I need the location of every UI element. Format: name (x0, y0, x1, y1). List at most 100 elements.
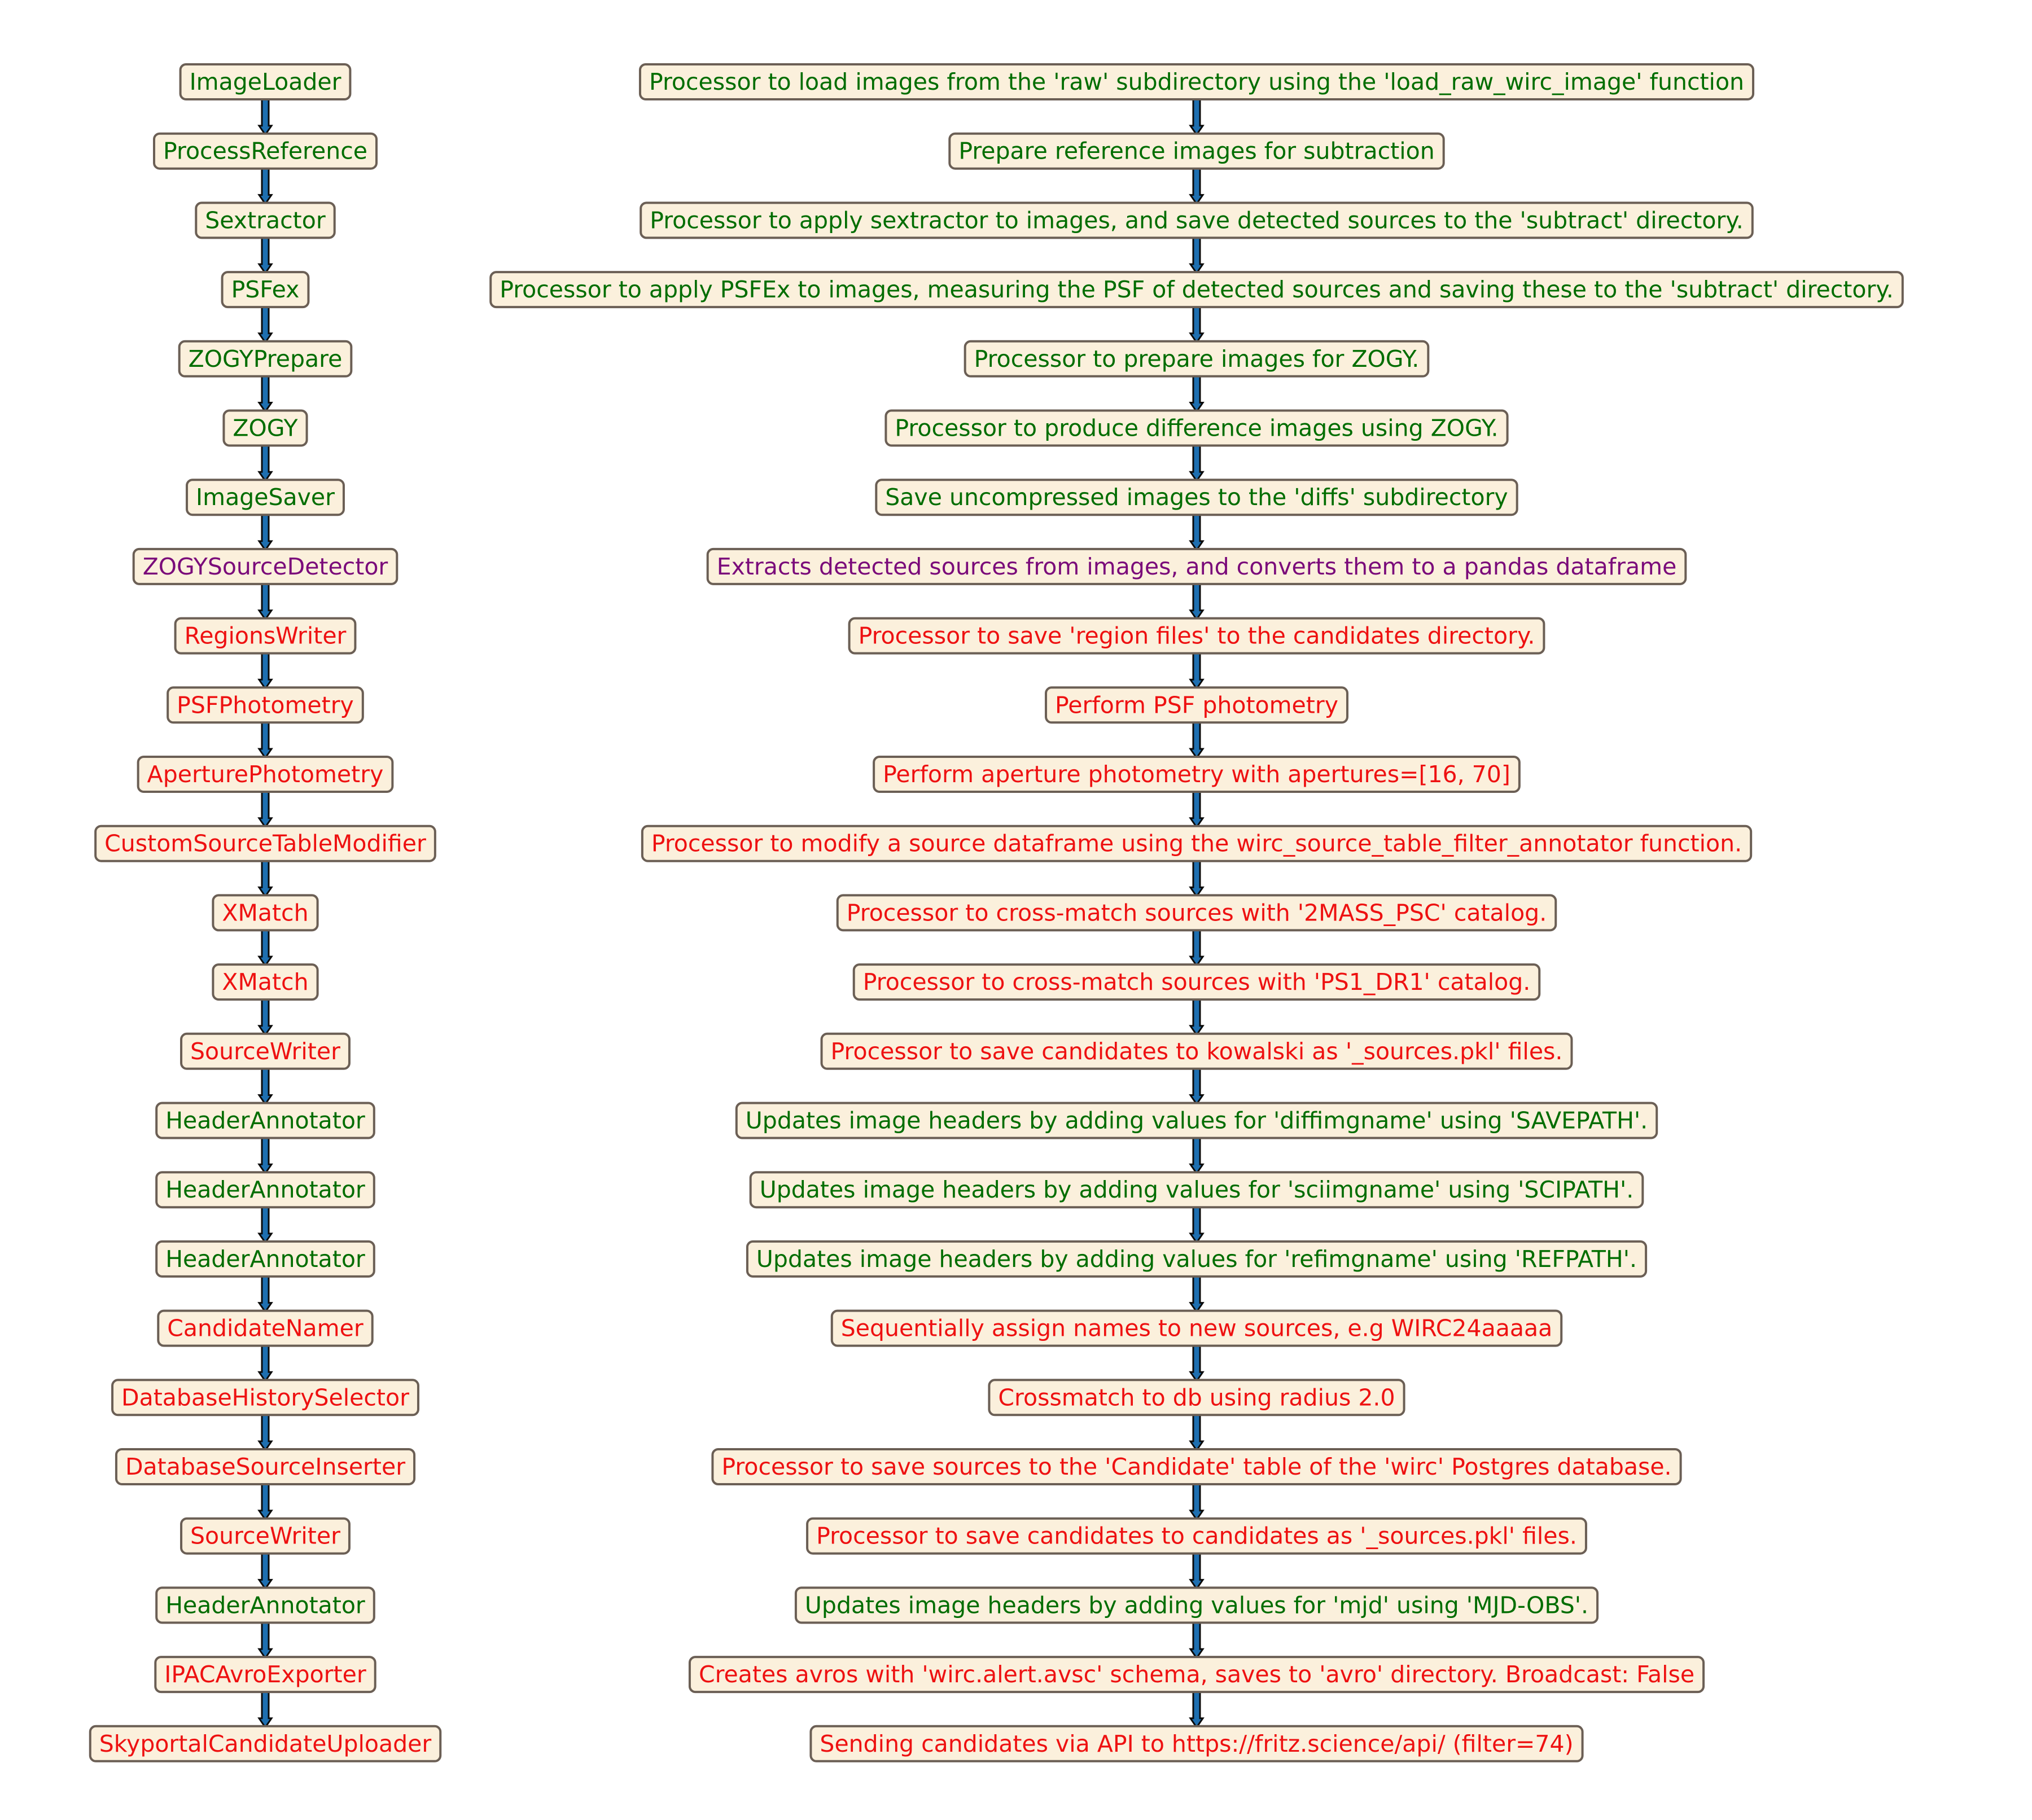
step-description-13: Processor to cross-match sources with '2… (836, 894, 1557, 932)
step-name-7-label: ImageSaver (196, 484, 335, 511)
step-description-7-label: Save uncompressed images to the 'diffs' … (885, 484, 1508, 511)
step-description-12-label: Processor to modify a source dataframe u… (651, 830, 1742, 857)
step-description-24-label: Creates avros with 'wirc.alert.avsc' sch… (699, 1661, 1694, 1688)
step-description-23: Updates image headers by adding values f… (794, 1586, 1599, 1624)
arrow-left-13 (257, 927, 273, 967)
step-name-17-box (155, 1171, 375, 1209)
arrow-left-2 (257, 165, 273, 206)
step-description-20: Crossmatch to db using radius 2.0 (988, 1379, 1405, 1416)
step-name-6-label: ZOGY (233, 415, 298, 442)
arrow-right-23 (1189, 1619, 1205, 1660)
step-name-1-label: ImageLoader (190, 68, 341, 95)
step-description-19: Sequentially assign names to new sources… (830, 1309, 1563, 1347)
step-description-20-label: Crossmatch to db using radius 2.0 (998, 1384, 1395, 1411)
step-name-23-label: HeaderAnnotator (165, 1591, 365, 1619)
step-description-5-box (964, 340, 1430, 378)
step-description-5: Processor to prepare images for ZOGY. (964, 340, 1430, 378)
step-description-1-label: Processor to load images from the 'raw' … (649, 68, 1744, 95)
step-name-19-label: CandidateNamer (167, 1315, 364, 1342)
step-description-12: Processor to modify a source dataframe u… (641, 825, 1753, 862)
step-name-25-label: SkyportalCandidateUploader (99, 1730, 432, 1757)
step-name-3: Sextractor (195, 201, 336, 239)
step-description-18-label: Updates image headers by adding values f… (756, 1246, 1637, 1273)
step-name-10-box (167, 686, 364, 724)
step-description-13-label: Processor to cross-match sources with '2… (847, 899, 1547, 926)
step-description-7: Save uncompressed images to the 'diffs' … (875, 479, 1518, 516)
step-description-24-box (688, 1656, 1705, 1694)
step-name-24-box (154, 1656, 376, 1694)
step-description-6: Processor to produce difference images u… (884, 409, 1509, 447)
step-name-18: HeaderAnnotator (155, 1240, 375, 1278)
step-description-5-label: Processor to prepare images for ZOGY. (974, 345, 1420, 372)
step-description-11: Perform aperture photometry with apertur… (873, 756, 1521, 793)
step-name-8-label: ZOGYSourceDetector (143, 553, 388, 580)
step-description-12-box (641, 825, 1753, 862)
step-description-4-box (489, 271, 1904, 309)
step-description-19-label: Sequentially assign names to new sources… (841, 1315, 1552, 1342)
step-name-6: ZOGY (222, 409, 308, 447)
step-name-10: PSFPhotometry (167, 686, 364, 724)
step-name-20-box (111, 1379, 419, 1416)
arrow-left-9 (257, 650, 273, 690)
arrow-right-20 (1189, 1411, 1205, 1452)
arrow-left-22 (257, 1550, 273, 1591)
step-description-15: Processor to save candidates to kowalski… (820, 1032, 1573, 1070)
step-description-16: Updates image headers by adding values f… (735, 1102, 1658, 1139)
step-description-10-box (1045, 686, 1348, 724)
step-description-23-box (794, 1586, 1599, 1624)
arrow-left-15 (257, 1065, 273, 1106)
arrow-right-12 (1189, 858, 1205, 898)
step-description-8-label: Extracts detected sources from images, a… (717, 553, 1677, 580)
arrow-left-11 (257, 788, 273, 829)
step-description-25-label: Sending candidates via API to https://fr… (820, 1730, 1573, 1757)
step-description-22-label: Processor to save candidates to candidat… (816, 1523, 1577, 1550)
step-name-22: SourceWriter (180, 1517, 351, 1555)
step-name-19-box (157, 1309, 374, 1347)
step-name-14-box (212, 963, 319, 1001)
arrow-right-7 (1189, 511, 1205, 552)
step-description-6-label: Processor to produce difference images u… (895, 415, 1498, 442)
arrow-right-16 (1189, 1135, 1205, 1175)
step-name-5-label: ZOGYPrepare (189, 345, 343, 372)
step-description-3: Processor to apply sextractor to images,… (640, 201, 1754, 239)
arrow-right-5 (1189, 373, 1205, 414)
step-name-13-label: XMatch (222, 899, 308, 926)
step-name-17: HeaderAnnotator (155, 1171, 375, 1209)
step-name-5: ZOGYPrepare (178, 340, 353, 378)
arrow-right-6 (1189, 442, 1205, 483)
arrow-left-6 (257, 442, 273, 483)
step-name-16-label: HeaderAnnotator (165, 1107, 365, 1134)
step-name-12: CustomSourceTableModifier (94, 825, 436, 862)
arrow-left-21 (257, 1481, 273, 1521)
step-name-24: IPACAvroExporter (154, 1656, 376, 1694)
arrow-right-3 (1189, 234, 1205, 275)
step-description-15-label: Processor to save candidates to kowalski… (831, 1038, 1563, 1065)
step-description-17-label: Updates image headers by adding values f… (760, 1176, 1634, 1203)
step-name-20: DatabaseHistorySelector (111, 1379, 419, 1416)
step-name-25-box (89, 1725, 442, 1762)
step-description-11-label: Perform aperture photometry with apertur… (883, 761, 1510, 788)
step-description-25-box (809, 1725, 1584, 1762)
step-description-9-label: Processor to save 'region files' to the … (859, 622, 1535, 650)
step-name-11: AperturePhotometry (137, 756, 394, 793)
step-description-11-box (873, 756, 1521, 793)
arrow-right-22 (1189, 1550, 1205, 1591)
arrow-left-5 (257, 373, 273, 414)
step-name-11-box (137, 756, 394, 793)
arrow-right-21 (1189, 1481, 1205, 1521)
arrow-left-12 (257, 858, 273, 898)
step-description-25: Sending candidates via API to https://fr… (809, 1725, 1584, 1762)
step-name-15: SourceWriter (180, 1032, 351, 1070)
arrow-left-18 (257, 1273, 273, 1314)
arrow-right-9 (1189, 650, 1205, 690)
step-name-16: HeaderAnnotator (155, 1102, 375, 1139)
step-description-16-label: Updates image headers by adding values f… (746, 1107, 1648, 1134)
step-description-4: Processor to apply PSFEx to images, meas… (489, 271, 1904, 309)
arrow-right-2 (1189, 165, 1205, 206)
step-description-8-box (706, 547, 1687, 585)
step-description-14-label: Processor to cross-match sources with 'P… (863, 968, 1531, 995)
step-name-14-label: XMatch (222, 968, 308, 995)
step-name-9-label: RegionsWriter (185, 622, 347, 650)
step-description-2-box (948, 132, 1445, 170)
arrow-right-1 (1189, 96, 1205, 137)
